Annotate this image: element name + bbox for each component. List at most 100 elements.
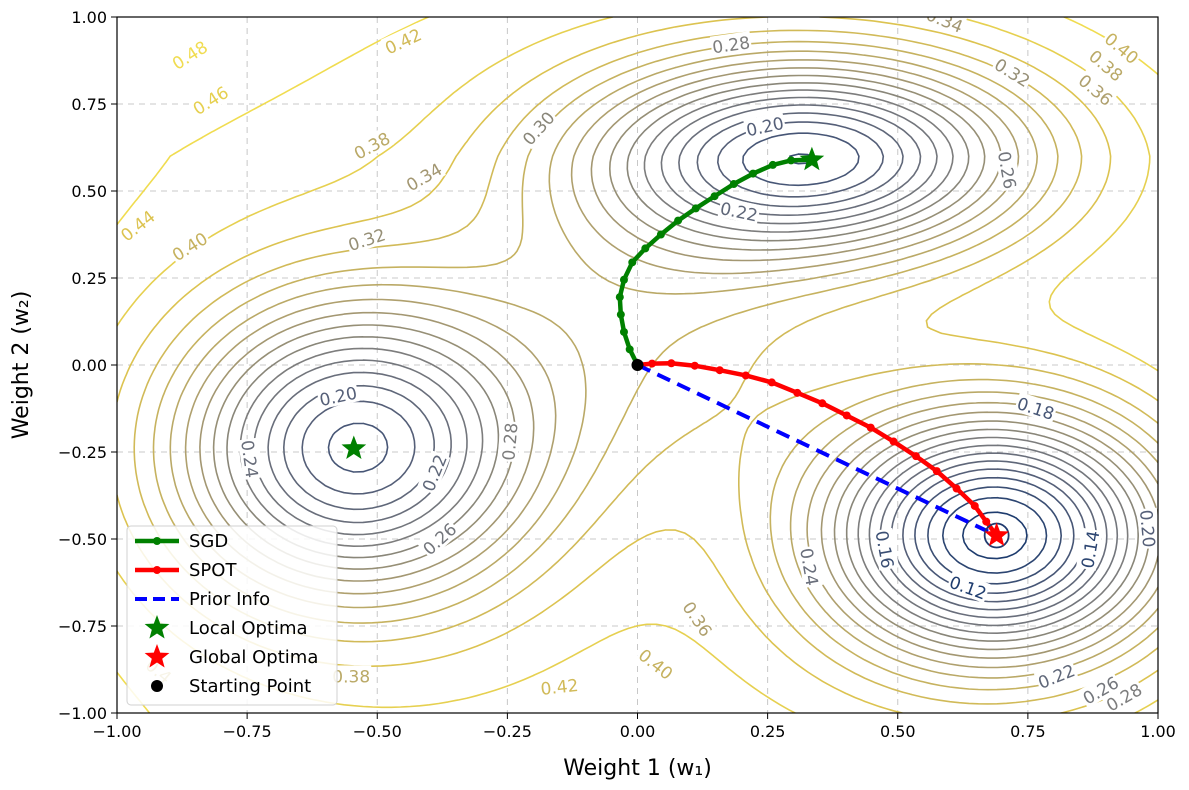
legend-global-optima-label: Global Optima (189, 647, 318, 668)
x-tick-label: −1.00 (92, 722, 141, 741)
legend-prior-info-label: Prior Info (189, 589, 270, 610)
series-point-spot (818, 399, 827, 408)
contour-line (117, 17, 1158, 713)
series-point-sgd (615, 293, 624, 302)
markers (341, 146, 1010, 549)
contour-label-bg (1074, 68, 1118, 110)
contour-label-bg (1084, 44, 1129, 86)
contour-label-bg (344, 223, 389, 255)
contour-label-bg (167, 226, 212, 265)
contour-label-bg (1013, 391, 1059, 424)
series-point-sgd (749, 169, 758, 178)
legend-box (126, 525, 338, 706)
series-point-spot (932, 467, 941, 476)
series-point-sgd (729, 180, 738, 189)
series-point-sgd (625, 345, 634, 354)
legend-local-optima-star (144, 615, 170, 639)
series (615, 155, 1001, 540)
contour-line (267, 104, 1108, 619)
y-tick-label: 0.00 (71, 356, 107, 375)
series-point-spot (741, 371, 750, 380)
contour-label: 0.28 (499, 422, 522, 461)
series-point-spot (767, 378, 776, 387)
series-point-spot (889, 437, 898, 446)
legend: SGD SPOT Prior Info Local Optima Global Opti… (126, 525, 338, 706)
series-point-sgd (641, 244, 650, 253)
contour-label-bg (990, 52, 1036, 91)
legend-local-optima-label: Local Optima (189, 618, 308, 639)
legend-sgd-dot (153, 537, 161, 545)
contour-label-bg (331, 665, 372, 686)
series-point-sgd (619, 275, 628, 284)
contour-label: 0.20 (1135, 509, 1158, 548)
series-point-sgd (674, 216, 683, 225)
y-tick-label: 1.00 (71, 8, 107, 27)
contour-label-bg (709, 31, 753, 57)
y-tick-label: 0.50 (71, 182, 107, 201)
contour-label-bg (717, 196, 761, 225)
series-point-spot (793, 388, 802, 397)
y-axis-title: Weight 2 (w₂) (9, 291, 34, 440)
series-point-spot (911, 452, 920, 461)
series-point-sgd (787, 156, 796, 165)
y-tick-label: 0.25 (71, 269, 107, 288)
contour-label-bg (994, 148, 1022, 192)
y-tick-label: −0.75 (58, 617, 107, 636)
series-point-spot (667, 359, 676, 368)
y-tick-label: −0.25 (58, 443, 107, 462)
contour-labels: 0.480.460.440.400.420.380.340.320.300.28… (117, 17, 1158, 713)
series-point-spot (952, 484, 961, 493)
contour-label-bg (678, 596, 718, 641)
contour-lines (117, 17, 1158, 713)
series-point-spot (648, 359, 657, 368)
series-point-spot (715, 366, 724, 375)
series-point-spot (866, 423, 875, 432)
legend-sgd-label: SGD (189, 531, 228, 552)
series-point-spot (982, 517, 991, 526)
series-point-sgd (619, 327, 628, 336)
series-point-spot (970, 501, 979, 510)
x-tick-label: 0.50 (880, 722, 916, 741)
x-tick-label: 1.00 (1140, 722, 1176, 741)
contour-label-bg (380, 22, 426, 58)
contour-label-bg (922, 17, 968, 37)
x-tick-label: −0.75 (223, 722, 272, 741)
contour-label-bg (417, 517, 461, 560)
contour-label-bg (538, 673, 581, 698)
contour-label-bg (1076, 527, 1103, 571)
series-line-prior-info (636, 363, 998, 538)
contour-label-bg (167, 35, 212, 74)
y-tick-label: −1.00 (58, 704, 107, 723)
axis-ticks: −1.00 −0.75 −0.50 −0.25 0.00 0.25 0.50 0.75 1.00… (58, 8, 1176, 741)
contour-label-bg (634, 643, 679, 684)
series-point-sgd (616, 310, 625, 319)
series-point-spot (690, 361, 699, 370)
x-tick-label: −0.50 (353, 722, 402, 741)
contour-label-bg (872, 527, 900, 571)
contour-line (169, 50, 1158, 679)
contour-label-bg (1136, 507, 1158, 550)
contour-label-bg (401, 157, 446, 195)
local-optima-star (341, 435, 367, 459)
contour-label-bg (1033, 658, 1079, 693)
contour-label: 0.42 (540, 676, 580, 700)
contour-label: 0.38 (332, 667, 370, 687)
contour-label-bg (497, 420, 521, 463)
x-tick-label: 0.25 (750, 722, 786, 741)
y-tick-label: −0.50 (58, 530, 107, 549)
series-point-sgd (691, 204, 700, 213)
legend-starting-point-label: Starting Point (189, 676, 311, 697)
local-optima-star (799, 146, 825, 171)
contour-label-bg (1077, 670, 1123, 709)
contour-label-bg (946, 570, 991, 604)
contour-line (942, 496, 1048, 574)
contour-line (226, 82, 1139, 642)
contour-label-bg (1100, 27, 1144, 69)
y-tick-label: 0.75 (71, 95, 107, 114)
contour-line (199, 67, 1158, 659)
contour-label-bg (117, 204, 160, 246)
legend-spot-label: SPOT (189, 560, 237, 581)
series-point-sgd (710, 192, 719, 201)
x-tick-label: 0.00 (620, 722, 656, 741)
